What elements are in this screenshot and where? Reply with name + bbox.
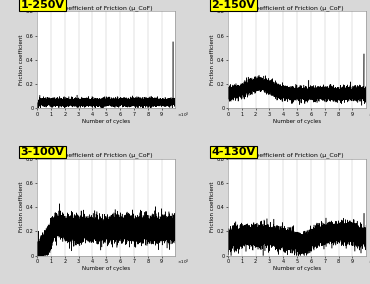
X-axis label: Number of cycles: Number of cycles xyxy=(273,119,321,124)
Text: $\times10^3$: $\times10^3$ xyxy=(368,110,370,120)
Y-axis label: Friction coefficient: Friction coefficient xyxy=(210,35,215,85)
X-axis label: Number of cycles: Number of cycles xyxy=(82,119,130,124)
Text: $\times10^3$: $\times10^3$ xyxy=(177,110,189,120)
Text: 4-130V: 4-130V xyxy=(211,147,255,157)
Text: 3-100V: 3-100V xyxy=(20,147,64,157)
X-axis label: Number of cycles: Number of cycles xyxy=(82,266,130,271)
Text: 1-250V: 1-250V xyxy=(20,0,64,10)
Y-axis label: Friction coefficient: Friction coefficient xyxy=(19,35,24,85)
Title: Coefficient of Friction (μ_CoF): Coefficient of Friction (μ_CoF) xyxy=(60,5,152,11)
Y-axis label: Friction coefficient: Friction coefficient xyxy=(210,182,215,232)
X-axis label: Number of cycles: Number of cycles xyxy=(273,266,321,271)
Y-axis label: Friction coefficient: Friction coefficient xyxy=(19,182,24,232)
Text: $\times10^3$: $\times10^3$ xyxy=(368,258,370,267)
Title: Coefficient of Friction (μ_CoF): Coefficient of Friction (μ_CoF) xyxy=(60,153,152,158)
Text: $\times10^3$: $\times10^3$ xyxy=(177,258,189,267)
Text: 2-150V: 2-150V xyxy=(211,0,255,10)
Title: Coefficient of Friction (μ_CoF): Coefficient of Friction (μ_CoF) xyxy=(251,5,343,11)
Title: Coefficient of Friction (μ_CoF): Coefficient of Friction (μ_CoF) xyxy=(251,153,343,158)
